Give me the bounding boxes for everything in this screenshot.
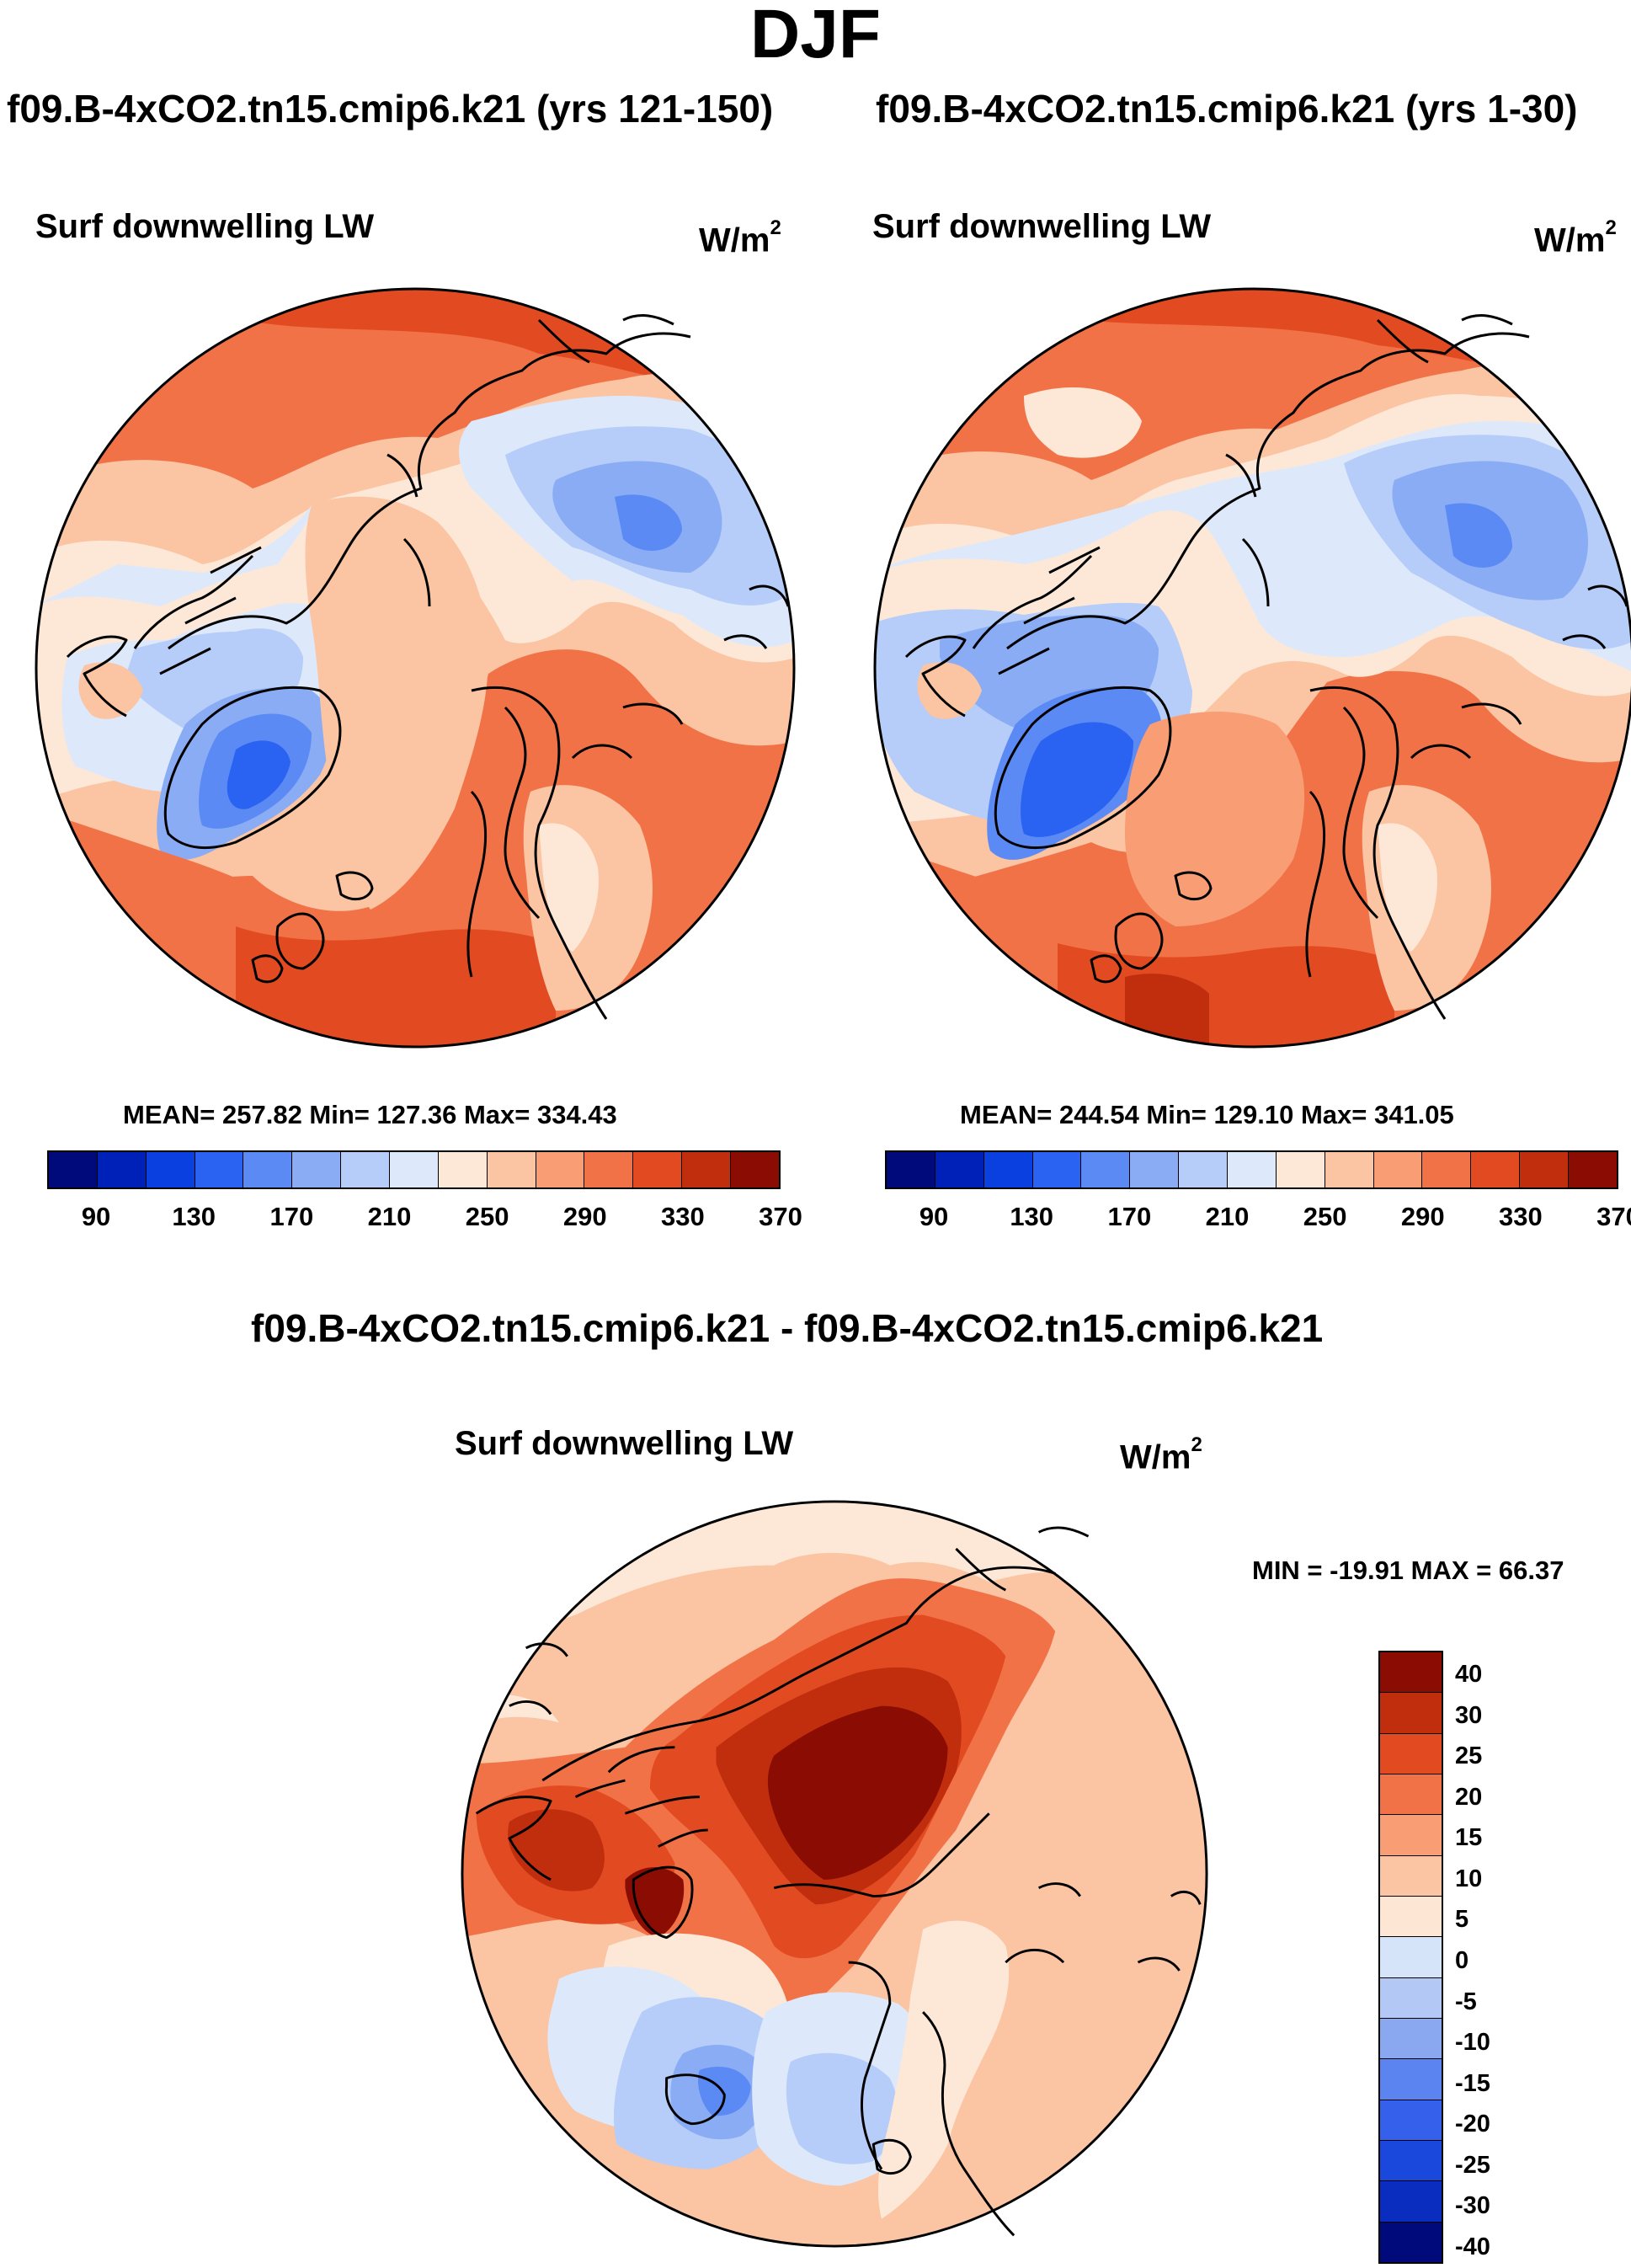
diff-colorbar-swatch: [1380, 1693, 1442, 1734]
panel-2-colorbar-swatch: [1130, 1152, 1180, 1187]
diff-polar-map: [461, 1500, 1208, 2248]
diff-colorbar-swatch: [1380, 2100, 1442, 2141]
diff-colorbar: [1378, 1651, 1443, 2264]
diff-colorbar-tick-label: -40: [1455, 2233, 1490, 2260]
panel-2-colorbar-swatch: [1520, 1152, 1570, 1187]
diff-colorbar-swatch: [1380, 1937, 1442, 1978]
panel-2-polar-map: [873, 287, 1631, 1049]
panel-2-colorbar-swatch: [1228, 1152, 1277, 1187]
panel-1-case-title: f09.B-4xCO2.tn15.cmip6.k21 (yrs 121-150): [7, 87, 774, 131]
panel-2-colorbar-swatch: [1081, 1152, 1131, 1187]
diff-colorbar-tick-label: 0: [1455, 1947, 1469, 1974]
diff-colorbar-tick-label: 30: [1455, 1701, 1483, 1729]
diff-colorbar-swatch: [1380, 1652, 1442, 1694]
diff-colorbar-tick-label: -15: [1455, 2069, 1490, 2097]
panel-2-colorbar-swatch: [1179, 1152, 1229, 1187]
diff-colorbar-swatch: [1380, 1774, 1442, 1816]
diff-panel-title: f09.B-4xCO2.tn15.cmip6.k21 - f09.B-4xCO2…: [251, 1306, 1324, 1350]
panel-2-colorbar: [885, 1150, 1618, 1189]
diff-colorbar-tick-label: 40: [1455, 1661, 1483, 1689]
panel-1-colorbar-tick-label: 170: [269, 1202, 314, 1231]
diff-colorbar-swatch: [1380, 1855, 1442, 1897]
panel-1-colorbar-swatch: [341, 1152, 391, 1187]
diff-colorbar-tick-label: -5: [1455, 1988, 1477, 2015]
panel-2-case-title: f09.B-4xCO2.tn15.cmip6.k21 (yrs 1-30): [876, 87, 1578, 131]
panel-2-colorbar-swatch: [1471, 1152, 1521, 1187]
panel-2-colorbar-tick-label: 290: [1400, 1202, 1445, 1231]
panel-2-variable: Surf downwelling LW: [872, 208, 1212, 245]
panel-1-units: W/m2: [699, 216, 781, 259]
panel-1-colorbar-swatch: [584, 1152, 634, 1187]
panel-2-colorbar-tick-label: 370: [1596, 1202, 1631, 1231]
panel-2-stats: MEAN= 244.54 Min= 129.10 Max= 341.05: [960, 1100, 1454, 1129]
panel-2-colorbar-swatch: [1325, 1152, 1374, 1187]
panel-2-colorbar-tick-label: 130: [1010, 1202, 1054, 1231]
diff-colorbar-tick-label: -20: [1455, 2111, 1490, 2138]
diff-colorbar-swatch: [1380, 2140, 1442, 2182]
panel-1-colorbar-swatch: [682, 1152, 732, 1187]
diff-colorbar-tick-label: 25: [1455, 1742, 1483, 1770]
panel-2-colorbar-swatch: [1032, 1152, 1082, 1187]
panel-1-colorbar-tick-label: 210: [367, 1202, 412, 1231]
panel-1-colorbar-tick-label: 90: [81, 1202, 111, 1231]
panel-2-colorbar-swatch: [1569, 1152, 1617, 1187]
panel-2-colorbar-tick-label: 210: [1205, 1202, 1250, 1231]
panel-1-colorbar-tick-label: 130: [172, 1202, 216, 1231]
panel-2-colorbar-swatch: [935, 1152, 984, 1187]
panel-1-stats: MEAN= 257.82 Min= 127.36 Max= 334.43: [123, 1100, 617, 1129]
panel-2-colorbar-swatch: [1373, 1152, 1423, 1187]
diff-colorbar-swatch: [1380, 1977, 1442, 2019]
diff-colorbar-tick-label: 10: [1455, 1865, 1483, 1892]
panel-1-colorbar-swatch: [49, 1152, 98, 1187]
panel-1-polar-map: [35, 287, 796, 1049]
diff-panel-units: W/m2: [1120, 1433, 1202, 1476]
diff-colorbar-swatch: [1380, 1815, 1442, 1856]
panel-1-colorbar-swatch: [438, 1152, 488, 1187]
diff-panel-variable: Surf downwelling LW: [455, 1425, 794, 1462]
diff-colorbar-swatch: [1380, 2181, 1442, 2223]
diff-colorbar-swatch: [1380, 2018, 1442, 2060]
panel-2-colorbar-swatch: [887, 1152, 935, 1187]
diff-colorbar-tick-label: 15: [1455, 1824, 1483, 1852]
panel-2-colorbar-tick-label: 90: [919, 1202, 949, 1231]
panel-2-colorbar-swatch: [983, 1152, 1033, 1187]
panel-2-colorbar-tick-label: 170: [1107, 1202, 1152, 1231]
panel-1-colorbar-swatch: [731, 1152, 779, 1187]
panel-2-colorbar-swatch: [1276, 1152, 1325, 1187]
diff-colorbar-tick-label: -10: [1455, 2029, 1490, 2057]
panel-1-colorbar-swatch: [146, 1152, 195, 1187]
diff-colorbar-swatch: [1380, 2222, 1442, 2262]
panel-2-units: W/m2: [1534, 216, 1617, 259]
diff-colorbar-tick-label: 20: [1455, 1783, 1483, 1811]
diff-colorbar-tick-label: -25: [1455, 2151, 1490, 2179]
panel-1-colorbar-swatch: [195, 1152, 244, 1187]
panel-1-colorbar-swatch: [536, 1152, 585, 1187]
panel-1-colorbar-swatch: [97, 1152, 147, 1187]
panel-1-colorbar-swatch: [243, 1152, 293, 1187]
panel-1-colorbar-tick-label: 370: [759, 1202, 802, 1231]
figure-title: DJF: [750, 0, 881, 72]
panel-1-variable: Surf downwelling LW: [35, 208, 375, 245]
diff-colorbar-tick-label: 5: [1455, 1906, 1469, 1934]
diff-colorbar-swatch: [1380, 1896, 1442, 1938]
panel-1-colorbar: [47, 1150, 781, 1189]
diff-panel-stats: MIN = -19.91 MAX = 66.37: [1252, 1556, 1564, 1585]
panel-1-colorbar-swatch: [390, 1152, 439, 1187]
diff-colorbar-swatch: [1380, 2059, 1442, 2100]
panel-1-colorbar-tick-label: 330: [660, 1202, 705, 1231]
panel-1-colorbar-swatch: [633, 1152, 683, 1187]
panel-2-colorbar-tick-label: 330: [1498, 1202, 1543, 1231]
panel-1-colorbar-swatch: [292, 1152, 342, 1187]
panel-1-colorbar-tick-label: 250: [465, 1202, 509, 1231]
diff-colorbar-tick-label: -30: [1455, 2192, 1490, 2220]
panel-1-colorbar-tick-label: 290: [562, 1202, 607, 1231]
diff-colorbar-swatch: [1380, 1733, 1442, 1774]
panel-2-colorbar-swatch: [1422, 1152, 1472, 1187]
panel-1-colorbar-swatch: [487, 1152, 536, 1187]
panel-2-colorbar-tick-label: 250: [1303, 1202, 1347, 1231]
